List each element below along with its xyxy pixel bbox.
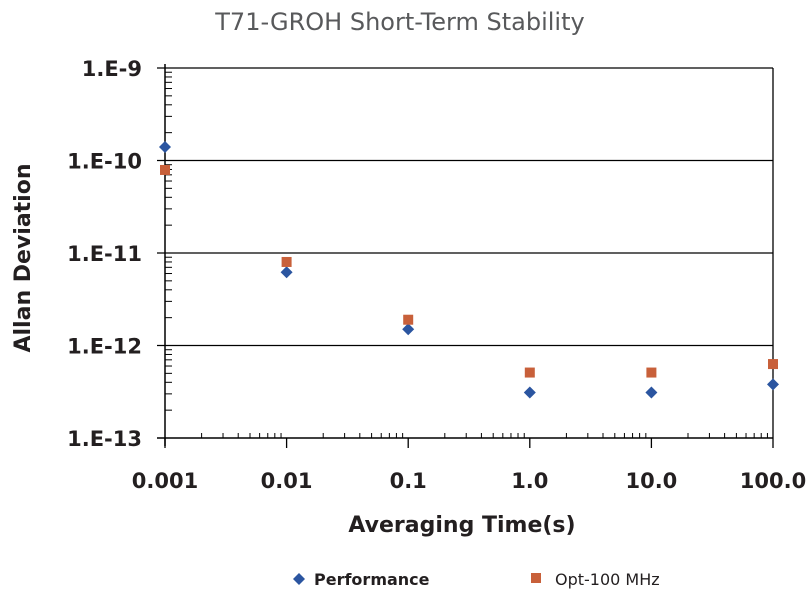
x-tick-label: 10.0 xyxy=(625,469,677,493)
legend-marker-performance xyxy=(293,573,305,585)
point-opt-100-mhz xyxy=(768,359,778,370)
chart-title: T71-GROH Short-Term Stability xyxy=(214,8,584,36)
x-axis-label: Averaging Time(s) xyxy=(348,513,575,538)
point-performance xyxy=(523,386,536,399)
y-axis-label: Allan Deviation xyxy=(11,163,36,352)
grid xyxy=(157,67,773,347)
point-performance xyxy=(402,323,415,336)
y-tick-label: 1.E-10 xyxy=(67,150,142,174)
legend-label-performance: Performance xyxy=(314,570,430,589)
axes xyxy=(157,64,774,448)
y-tick-labels: 1.E-9 1.E-10 1.E-11 1.E-12 1.E-13 xyxy=(67,57,142,451)
x-tick-label: 100.0 xyxy=(740,469,806,493)
point-performance xyxy=(767,378,779,391)
legend-marker-opt-100 xyxy=(531,573,541,583)
point-opt-100-mhz xyxy=(524,367,535,378)
y-tick-label: 1.E-12 xyxy=(67,335,142,359)
point-opt-100-mhz xyxy=(646,367,657,378)
y-tick-label: 1.E-13 xyxy=(67,427,142,451)
point-opt-100-mhz xyxy=(403,314,414,325)
point-performance xyxy=(280,266,293,279)
y-tick-label: 1.E-9 xyxy=(82,57,142,81)
x-tick-label: 1.0 xyxy=(511,469,548,493)
point-opt-100-mhz xyxy=(281,256,292,267)
x-tick-label: 0.1 xyxy=(390,469,427,493)
legend-label-opt-100: Opt-100 MHz xyxy=(555,570,660,589)
x-tick-labels: 0.001 0.01 0.1 1.0 10.0 100.0 xyxy=(132,469,806,493)
x-tick-label: 0.001 xyxy=(132,469,198,493)
data-points xyxy=(159,140,779,399)
legend: Performance Opt-100 MHz xyxy=(293,570,660,589)
point-performance xyxy=(159,140,171,153)
y-tick-label: 1.E-11 xyxy=(67,242,142,266)
point-opt-100-mhz xyxy=(160,164,170,175)
x-tick-label: 0.01 xyxy=(261,469,313,493)
point-performance xyxy=(645,386,658,399)
